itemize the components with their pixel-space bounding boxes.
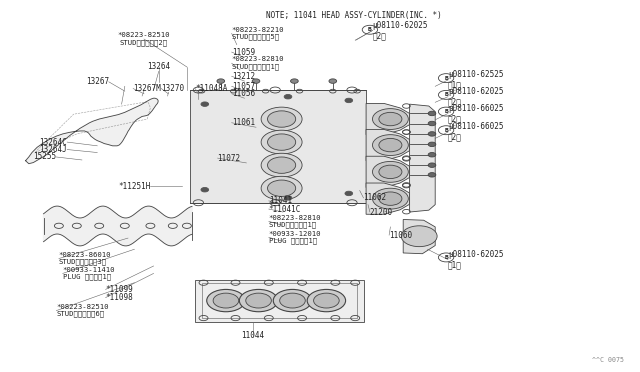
- Text: 13264: 13264: [147, 62, 170, 71]
- Circle shape: [280, 293, 305, 308]
- Polygon shape: [366, 156, 410, 187]
- Text: 15255: 15255: [33, 153, 56, 161]
- Circle shape: [246, 293, 271, 308]
- Text: *11048A: *11048A: [195, 84, 228, 93]
- Circle shape: [239, 289, 278, 312]
- Circle shape: [268, 111, 296, 127]
- Text: *08223-82510
STUDスタッド（6）: *08223-82510 STUDスタッド（6）: [56, 304, 109, 317]
- Circle shape: [428, 142, 436, 147]
- Text: 13264J: 13264J: [40, 145, 67, 154]
- Circle shape: [268, 180, 296, 196]
- Text: B: B: [444, 128, 448, 133]
- Polygon shape: [26, 98, 158, 164]
- Circle shape: [217, 79, 225, 83]
- Text: B: B: [444, 76, 448, 81]
- Circle shape: [329, 79, 337, 83]
- Circle shape: [379, 165, 402, 179]
- Circle shape: [345, 98, 353, 103]
- Polygon shape: [366, 129, 410, 161]
- Text: 11072: 11072: [218, 154, 241, 163]
- Text: 11059: 11059: [232, 48, 255, 57]
- Circle shape: [314, 293, 339, 308]
- Text: 21200: 21200: [370, 208, 393, 217]
- Text: ^^C 0075: ^^C 0075: [592, 357, 624, 363]
- Circle shape: [428, 121, 436, 126]
- Text: *08223-82510
STUDスタッド（2）: *08223-82510 STUDスタッド（2）: [118, 32, 170, 46]
- Polygon shape: [366, 103, 410, 135]
- Polygon shape: [195, 280, 364, 322]
- Text: *11251H: *11251H: [118, 182, 150, 190]
- Text: *11099: *11099: [106, 285, 133, 294]
- Circle shape: [372, 135, 408, 155]
- Text: *08223-86010
STUDスタッド（3）: *08223-86010 STUDスタッド（3）: [59, 252, 111, 265]
- Text: 11044: 11044: [241, 331, 264, 340]
- Circle shape: [379, 112, 402, 126]
- Polygon shape: [190, 90, 366, 203]
- Text: B: B: [444, 92, 448, 97]
- Text: 13267M: 13267M: [133, 84, 161, 93]
- Circle shape: [372, 188, 408, 209]
- Circle shape: [372, 109, 408, 129]
- Circle shape: [428, 111, 436, 116]
- Circle shape: [428, 132, 436, 136]
- Text: µ08110-66025
（2）: µ08110-66025 （2）: [448, 122, 504, 142]
- Circle shape: [372, 161, 408, 182]
- Text: 11057: 11057: [232, 82, 255, 91]
- Circle shape: [379, 192, 402, 205]
- Text: *11098: *11098: [106, 293, 133, 302]
- Circle shape: [268, 157, 296, 173]
- Circle shape: [261, 130, 302, 154]
- Circle shape: [261, 153, 302, 177]
- Text: 11041: 11041: [269, 196, 292, 205]
- Text: *00933-12010
PLUG プラグ（1）: *00933-12010 PLUG プラグ（1）: [269, 231, 321, 244]
- Circle shape: [201, 187, 209, 192]
- Text: µ08110-62025
（1）: µ08110-62025 （1）: [448, 250, 504, 269]
- Text: 13270: 13270: [161, 84, 184, 93]
- Circle shape: [379, 138, 402, 152]
- Circle shape: [284, 94, 292, 99]
- Circle shape: [291, 79, 298, 83]
- Circle shape: [307, 289, 346, 312]
- Text: *11041C: *11041C: [269, 205, 301, 214]
- Polygon shape: [403, 219, 435, 254]
- Text: B: B: [368, 27, 372, 32]
- Text: 11060: 11060: [389, 231, 412, 240]
- Circle shape: [345, 191, 353, 196]
- Circle shape: [213, 293, 239, 308]
- Text: µ08110-62025
（2）: µ08110-62025 （2）: [448, 87, 504, 106]
- Text: µ08110-62025
（2）: µ08110-62025 （2）: [372, 21, 428, 40]
- Circle shape: [428, 153, 436, 157]
- Text: 13264C: 13264C: [40, 138, 67, 147]
- Circle shape: [207, 289, 245, 312]
- Text: *08223-82210
STUDスタッド（5）: *08223-82210 STUDスタッド（5）: [232, 27, 284, 40]
- Circle shape: [261, 107, 302, 131]
- Circle shape: [428, 173, 436, 177]
- Text: B: B: [444, 255, 448, 260]
- Text: *00933-11410
PLUG プラグ（1）: *00933-11410 PLUG プラグ（1）: [63, 267, 115, 280]
- Text: 11061: 11061: [232, 118, 255, 127]
- Text: *08223-82810
STUDスタッド（1）: *08223-82810 STUDスタッド（1）: [232, 57, 284, 70]
- Text: 11062: 11062: [364, 193, 387, 202]
- Text: 11056: 11056: [232, 89, 255, 98]
- Circle shape: [401, 226, 437, 247]
- Text: B: B: [444, 109, 448, 114]
- Circle shape: [252, 79, 260, 83]
- Text: 13267: 13267: [86, 77, 109, 86]
- Text: NOTE; 11041 HEAD ASSY-CYLINDER(INC. *): NOTE; 11041 HEAD ASSY-CYLINDER(INC. *): [266, 11, 442, 20]
- Text: µ08110-66025
（2）: µ08110-66025 （2）: [448, 104, 504, 123]
- Circle shape: [261, 176, 302, 200]
- Circle shape: [268, 134, 296, 150]
- Circle shape: [284, 196, 292, 200]
- Polygon shape: [44, 206, 192, 246]
- Text: µ08110-62525
（1）: µ08110-62525 （1）: [448, 70, 504, 90]
- Polygon shape: [366, 183, 410, 214]
- Text: 13212: 13212: [232, 72, 255, 81]
- Circle shape: [273, 289, 312, 312]
- Circle shape: [201, 102, 209, 106]
- Circle shape: [428, 163, 436, 167]
- Polygon shape: [410, 104, 435, 212]
- Text: *08223-82810
STUDスタッド（1）: *08223-82810 STUDスタッド（1）: [269, 215, 321, 228]
